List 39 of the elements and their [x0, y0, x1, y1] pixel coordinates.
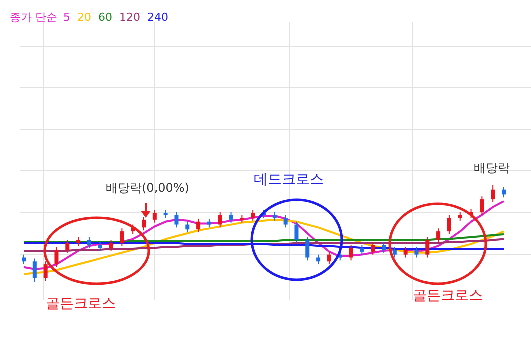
annotation: 골든크로스 — [413, 288, 483, 304]
candlestick — [502, 186, 506, 198]
candlestick — [294, 221, 299, 244]
candlestick — [414, 246, 419, 258]
annotation: 골든크로스 — [46, 296, 116, 312]
candlestick — [22, 254, 26, 266]
candlestick — [426, 236, 430, 258]
candlestick — [109, 240, 114, 252]
candlestick — [371, 242, 376, 256]
candlestick — [87, 236, 92, 249]
candlestick — [251, 210, 256, 222]
legend: 종가 단순 5 20 60 120 240 — [10, 11, 168, 24]
candlestick — [120, 228, 124, 247]
candlestick — [491, 184, 496, 203]
candlestick — [54, 246, 59, 268]
candlestick — [404, 246, 408, 258]
candlestick — [32, 258, 37, 282]
candlestick — [436, 228, 441, 244]
candlestick — [142, 216, 146, 232]
candlestick — [382, 242, 386, 254]
candlestick — [447, 214, 452, 235]
candlestick — [66, 240, 70, 254]
candlestick — [284, 214, 288, 228]
candlestick — [218, 212, 222, 228]
candlestick — [316, 254, 321, 266]
candlestick — [392, 246, 397, 258]
candlestick — [327, 251, 332, 266]
candlestick — [196, 218, 201, 234]
candlestick — [306, 236, 310, 262]
annotation: 데드크로스 — [254, 172, 324, 188]
candlestick — [174, 212, 179, 228]
candlestick — [152, 210, 157, 224]
candlestick — [229, 212, 234, 224]
candlestick — [360, 244, 364, 256]
annotation: 배당락 — [474, 161, 510, 175]
candlestick — [480, 196, 484, 216]
annotation: 배당락(0,00%) — [106, 181, 190, 195]
candlestick — [186, 221, 190, 234]
candlestick — [349, 244, 354, 262]
